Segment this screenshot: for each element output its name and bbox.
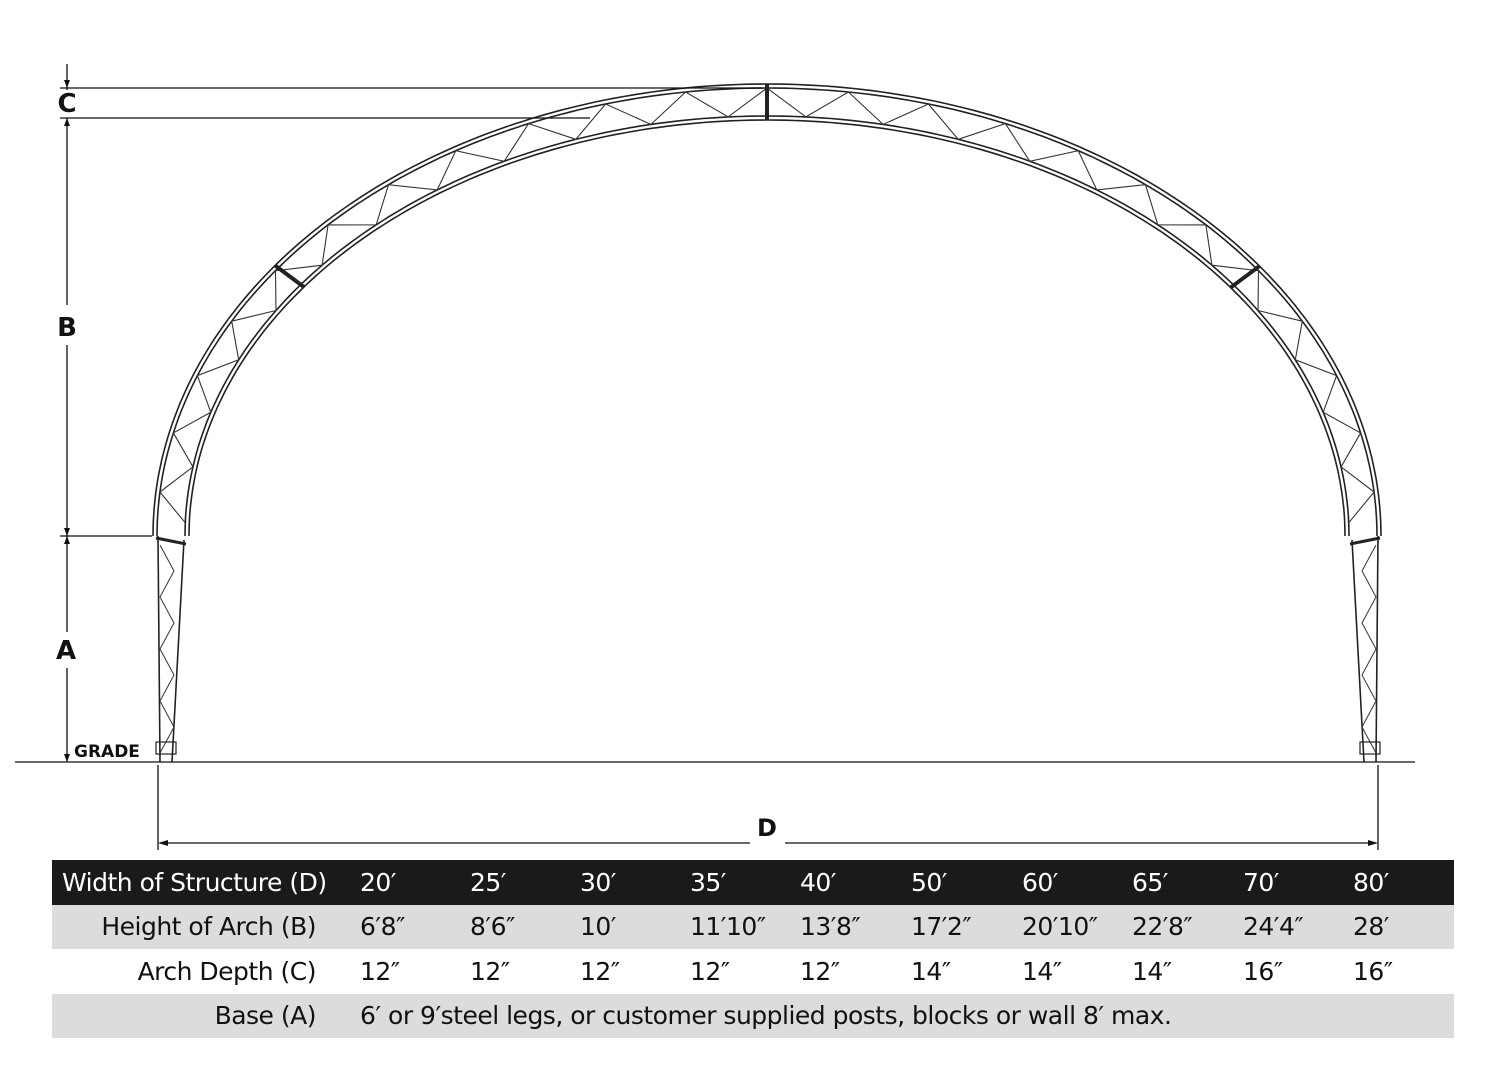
depth-cell: 12″ — [690, 956, 730, 986]
inner-chord — [184, 115, 1350, 537]
height-cell: 6′8″ — [360, 912, 405, 942]
height-cell: 13′8″ — [800, 912, 861, 942]
height-row: Height of Arch (B) 6′8″ 8′6″ 10′ 11′10″ … — [52, 904, 1454, 949]
arch-structure-drawing: C B A D GRADE — [15, 64, 1415, 850]
left-leg-web — [159, 544, 175, 754]
width-cell: 80′ — [1353, 867, 1390, 897]
c-label: C — [57, 89, 76, 119]
height-row-header: Height of Arch (B) — [101, 912, 316, 942]
depth-cell: 12″ — [800, 956, 840, 986]
outer-chord-cap — [152, 83, 1382, 537]
height-cell: 20′10″ — [1022, 912, 1098, 942]
depth-cell: 12″ — [360, 956, 400, 986]
right-leg-web — [1361, 544, 1377, 754]
width-row: Width of Structure (D) 20′ 25′ 30′ 35′ 4… — [52, 860, 1454, 905]
width-cell: 30′ — [580, 867, 617, 897]
depth-cell: 12″ — [470, 956, 510, 986]
left-leg-knee-plate — [155, 536, 187, 546]
height-cell: 22′8″ — [1132, 912, 1193, 942]
right-leg-knee-plate — [1349, 536, 1381, 546]
left-leg-inner — [171, 539, 185, 763]
depth-cell: 14″ — [911, 956, 951, 986]
splice-plate — [273, 263, 306, 289]
outer-chord — [156, 87, 1378, 537]
right-leg-inner — [1351, 539, 1365, 763]
depth-cell: 12″ — [580, 956, 620, 986]
inner-chord-lip — [188, 119, 1346, 537]
right-leg-outer — [1375, 535, 1379, 763]
width-cell: 35′ — [690, 867, 727, 897]
height-cell: 28′ — [1353, 912, 1390, 942]
left-leg-outer — [157, 535, 161, 763]
height-cell: 24′4″ — [1243, 912, 1304, 942]
specification-table: Width of Structure (D) 20′ 25′ 30′ 35′ 4… — [52, 860, 1454, 1038]
height-cell: 8′6″ — [470, 912, 515, 942]
d-label: D — [757, 814, 777, 842]
width-row-header: Width of Structure (D) — [62, 867, 327, 897]
base-description: 6′ or 9′steel legs, or customer supplied… — [360, 1001, 1172, 1031]
depth-row-header: Arch Depth (C) — [137, 956, 317, 986]
base-row: Base (A) 6′ or 9′steel legs, or customer… — [52, 993, 1454, 1038]
grade-label: GRADE — [74, 742, 140, 762]
dimension-lines — [15, 64, 1415, 850]
splice-plate — [1229, 264, 1261, 290]
width-cell: 65′ — [1132, 867, 1169, 897]
width-cell: 25′ — [470, 867, 507, 897]
height-cell: 17′2″ — [911, 912, 972, 942]
height-cell: 10′ — [580, 912, 617, 942]
arch-truss — [152, 83, 1382, 763]
height-cell: 11′10″ — [690, 912, 766, 942]
depth-cell: 16″ — [1353, 956, 1393, 986]
width-cell: 50′ — [911, 867, 948, 897]
depth-row: Arch Depth (C) 12″ 12″ 12″ 12″ 12″ 14″ 1… — [52, 949, 1454, 994]
width-cell: 60′ — [1022, 867, 1059, 897]
a-label: A — [56, 636, 76, 666]
width-cell: 20′ — [360, 867, 397, 897]
depth-cell: 16″ — [1243, 956, 1283, 986]
dimension-arrows — [64, 80, 1378, 846]
right-leg-base-plate — [1359, 741, 1381, 755]
depth-cell: 14″ — [1132, 956, 1172, 986]
truss-web — [159, 87, 1375, 524]
left-leg-base-plate — [155, 741, 177, 755]
b-label: B — [57, 313, 77, 343]
width-cell: 70′ — [1243, 867, 1280, 897]
base-row-header: Base (A) — [214, 1001, 317, 1031]
depth-cell: 14″ — [1022, 956, 1062, 986]
width-cell: 40′ — [800, 867, 837, 897]
